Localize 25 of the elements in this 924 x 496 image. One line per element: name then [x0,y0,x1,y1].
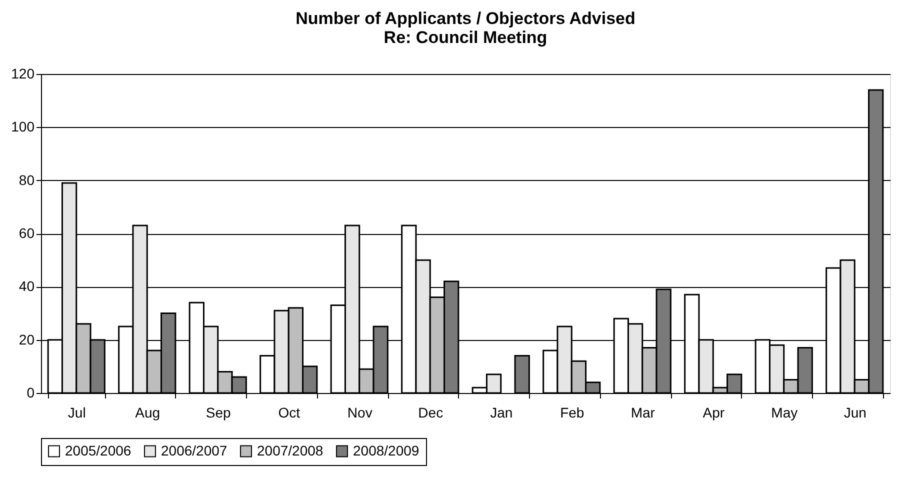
x-tick-label: Jan [490,404,513,420]
x-tick-label: Apr [702,404,725,420]
y-tick-label: 40 [18,278,35,294]
y-tick-label: 0 [26,384,35,400]
x-tick-label: Dec [418,404,444,420]
x-tick-label: Oct [278,404,300,420]
legend-label: 2005/2006 [65,442,132,458]
legend-label: 2007/2008 [257,442,324,458]
y-tick-label: 20 [18,331,35,348]
x-tick-label: Nov [347,404,372,420]
y-tick-label: 60 [18,225,35,241]
y-tick-label: 80 [18,172,35,188]
legend-label: 2006/2007 [161,442,228,458]
text: Re: Council Meeting [384,28,548,47]
x-tick-label: May [771,404,798,420]
x-tick-label: Sep [206,404,232,420]
text: Number of Applicants / Objectors Advised [296,9,636,28]
x-tick-label: Feb [560,404,584,420]
y-tick-label: 100 [11,118,35,135]
x-tick-label: Aug [135,404,160,420]
x-tick-label: Jul [68,404,86,420]
y-tick-label: 120 [11,66,35,82]
x-tick-label: Jun [844,404,866,420]
legend-label: 2008/2009 [353,442,420,458]
x-tick-label: Mar [630,404,656,420]
